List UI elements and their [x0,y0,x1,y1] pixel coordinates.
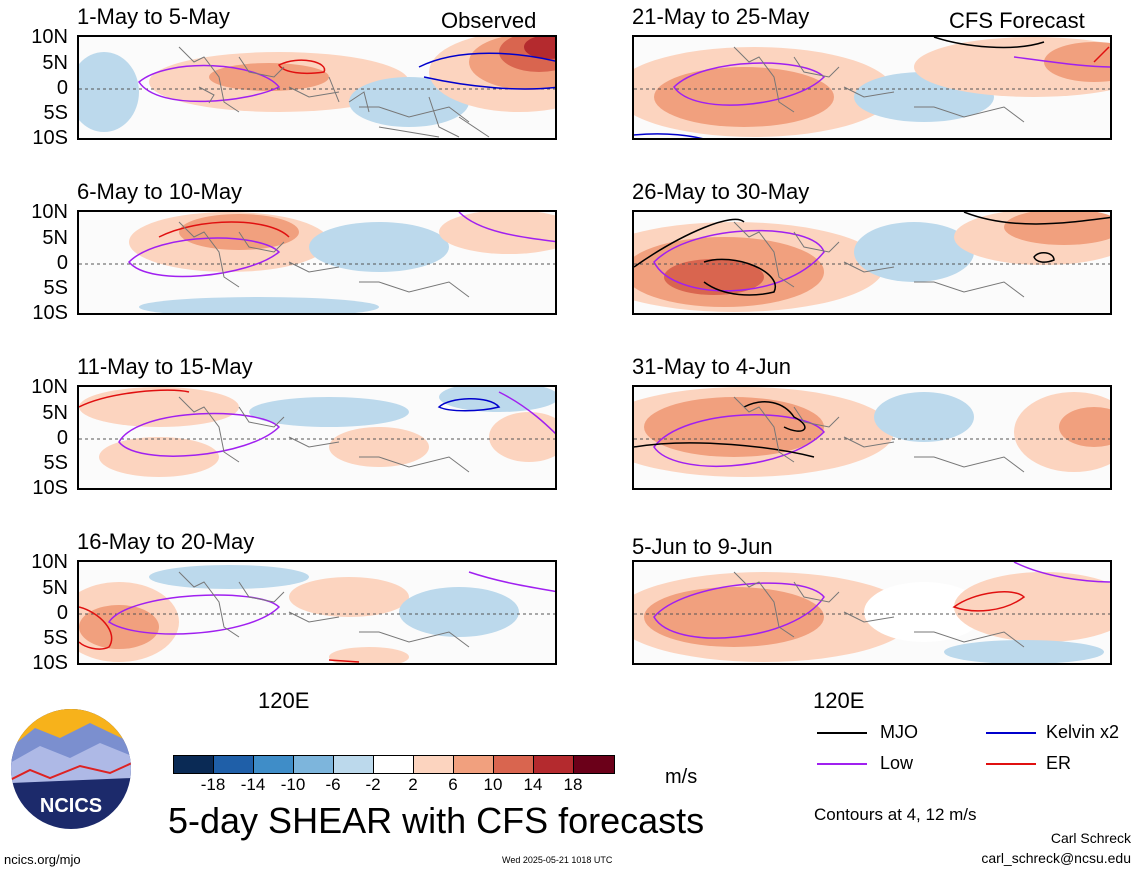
colorbar-tick-label: 14 [523,775,543,794]
lat-10n: 10N [31,201,68,223]
map-panel-2 [77,210,557,315]
panel-title-1: 1-May to 5-May [77,4,230,29]
colorbar-swatch [374,756,414,773]
panel-title-7: 31-May to 4-Jun [632,354,791,379]
lat-0: 0 [56,602,68,624]
footer-timestamp: Wed 2025-05-21 1018 UTC [502,855,613,865]
lat-10n: 10N [31,376,68,398]
colorbar-swatch [174,756,214,773]
x-axis-label-left: 120E [258,688,310,713]
lat-5s: 5S [43,102,68,124]
main-title: 5-day SHEAR with CFS forecasts [168,800,705,841]
map-panel-5 [632,35,1112,140]
map-panel-3 [77,385,557,490]
map-panel-8 [632,560,1112,665]
logo-text: NCICS [40,795,102,817]
colorbar-swatch [254,756,294,773]
panel-tag-observed: Observed [441,8,537,33]
lat-0: 0 [56,427,68,449]
panel-title-4: 16-May to 20-May [77,529,255,554]
colorbar-tick-label: 2 [408,775,418,794]
colorbar-tick-label: 18 [563,775,583,794]
lat-10s: 10S [32,652,68,674]
ncics-logo: NCICS [10,708,132,830]
footer-author: Carl Schreck [1050,830,1131,846]
legend-er-label: ER [1046,753,1072,773]
lat-5n: 5N [42,402,68,424]
colorbar-tick-label: 6 [448,775,458,794]
lat-10n: 10N [31,26,68,48]
colorbar-swatch [494,756,534,773]
panel-title-6: 26-May to 30-May [632,179,810,204]
lat-10s: 10S [32,477,68,499]
colorbar-swatch [574,756,614,773]
map-panel-1 [77,35,557,140]
legend-er-line [986,763,1036,765]
legend-low-line [817,763,867,765]
colorbar-tick-label: 10 [483,775,503,794]
colorbar-tick-label: -10 [280,775,306,794]
lat-10n: 10N [31,551,68,573]
panel-title-2: 6-May to 10-May [77,179,243,204]
legend-mjo-line [817,732,867,734]
colorbar-tick-label: -14 [240,775,266,794]
colorbar-swatch [294,756,334,773]
x-axis-label-right: 120E [813,688,865,713]
lat-5n: 5N [42,52,68,74]
legend-low-label: Low [880,753,914,773]
map-panel-7 [632,385,1112,490]
panel-title-8: 5-Jun to 9-Jun [632,534,773,559]
lat-0: 0 [56,77,68,99]
lat-5s: 5S [43,627,68,649]
colorbar-tick-label: -2 [365,775,381,794]
colorbar-swatch [334,756,374,773]
panel-tag-forecast: CFS Forecast [949,8,1085,33]
contour-note: Contours at 4, 12 m/s [814,805,977,824]
panel-title-3: 11-May to 15-May [77,354,253,379]
lat-5s: 5S [43,452,68,474]
lat-10s: 10S [32,127,68,149]
lat-5n: 5N [42,577,68,599]
panel-title-5: 21-May to 25-May [632,4,810,29]
legend-kelvin-line [986,732,1036,734]
map-panel-4 [77,560,557,665]
legend-kelvin-label: Kelvin x2 [1046,722,1120,742]
colorbar-swatch [534,756,574,773]
colorbar [173,755,615,774]
lat-5n: 5N [42,227,68,249]
lat-0: 0 [56,252,68,274]
footer-url[interactable]: ncics.org/mjo [4,852,81,867]
lat-10s: 10S [32,302,68,324]
legend-mjo-label: MJO [880,722,918,742]
footer-email[interactable]: carl_schreck@ncsu.edu [981,850,1131,866]
colorbar-swatch [214,756,254,773]
map-panel-6 [632,210,1112,315]
colorbar-unit: m/s [665,766,698,788]
colorbar-tick-label: -6 [325,775,341,794]
colorbar-tick-label: -18 [200,775,226,794]
lat-5s: 5S [43,277,68,299]
colorbar-swatch [414,756,454,773]
colorbar-swatch [454,756,494,773]
